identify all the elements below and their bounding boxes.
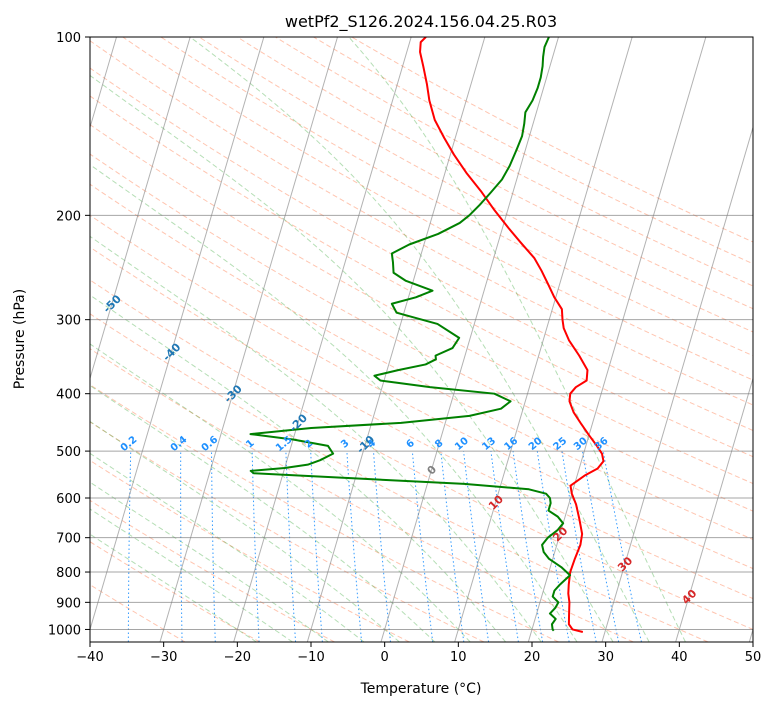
mixing-ratio-line [512,451,544,642]
moist-adiabat [90,508,293,642]
x-tick-label: 0 [381,650,389,665]
isotherm-line [527,37,707,642]
dry-adiabat [90,279,753,630]
dry-adiabat [160,37,753,357]
moist-adiabat [90,420,400,642]
mixing-ratio-line [411,451,434,642]
isotherm-lines [90,37,753,642]
moist-adiabat [90,164,578,642]
isotherm-line [380,37,559,642]
moist-adiabat [90,294,507,642]
y-axis: 100 200 300 400 500 600 700 800 900 1000 [48,31,90,638]
x-axis: −40 −30 −20 −10 0 10 20 30 40 50 [76,642,761,665]
moist-adiabat [189,37,650,642]
y-tick-label: 800 [56,566,81,581]
x-tick-label: 50 [745,650,762,665]
dry-adiabat [90,384,559,642]
moist-adiabat [90,74,614,642]
isotherm-line [159,37,338,642]
dry-adiabat [313,37,753,265]
y-tick-label: 400 [56,388,81,403]
dry-adiabat [90,459,410,642]
dry-adiabat [90,95,753,458]
dry-adiabat [236,37,753,310]
y-tick-label: 300 [56,314,81,329]
mixing-ratio-line [372,451,391,642]
dry-adiabat [90,214,753,570]
y-tick-label: 200 [56,209,81,224]
dry-adiabat [90,313,709,642]
mixing-ratio-line [490,451,519,642]
x-tick-label: 20 [524,650,541,665]
mixing-ratio-lines [127,451,642,642]
y-tick-label: 900 [56,596,81,611]
moist-adiabat [90,481,329,642]
x-tick-label: −20 [224,650,251,665]
moist-adiabat [90,343,471,642]
chart-title: wetPf2_S126.2024.156.04.25.R03 [285,12,557,32]
x-tick-label: 10 [450,650,467,665]
dry-adiabat [275,37,753,287]
x-tick-label: −30 [150,650,177,665]
y-tick-label: 100 [56,31,81,46]
mixing-ratio-line [581,451,620,642]
isotherm-line [90,37,191,381]
x-tick-label: 40 [671,650,688,665]
isotherm-line [233,37,412,642]
y-tick-label: 600 [56,492,81,507]
dry-adiabat [90,183,753,540]
temperature-line [419,37,605,633]
dry-adiabat [90,67,753,432]
x-axis-label: Temperature (°C) [360,681,482,697]
x-tick-label: −40 [76,650,103,665]
isotherm-line [601,125,753,642]
profile-lines [249,37,605,633]
dry-adiabat [90,124,753,485]
x-tick-label: 30 [597,650,614,665]
mixing-ratio-line [463,451,490,642]
mixing-ratio-line [602,451,642,642]
dry-adiabats [90,37,753,642]
dry-adiabat [90,348,634,642]
x-tick-label: −10 [297,650,324,665]
moist-adiabats [90,37,686,642]
y-axis-label: Pressure (hPa) [12,289,28,389]
plot-frame [89,36,754,643]
isotherm-line [675,376,753,642]
y-tick-label: 1000 [48,623,81,638]
dewpoint-line [249,37,572,632]
moist-adiabat [90,235,542,642]
isotherm-line [90,37,265,632]
dry-adiabat [122,37,753,381]
mixing-ratio-line [440,451,465,642]
y-tick-label: 700 [56,532,81,547]
isotherm-line [306,37,486,642]
isotherm-line [454,37,633,642]
moist-adiabat [90,384,436,642]
moist-adiabat [348,37,686,642]
dry-adiabat [90,421,485,642]
y-tick-label: 500 [56,445,81,460]
mixing-ratio-line [346,451,363,642]
